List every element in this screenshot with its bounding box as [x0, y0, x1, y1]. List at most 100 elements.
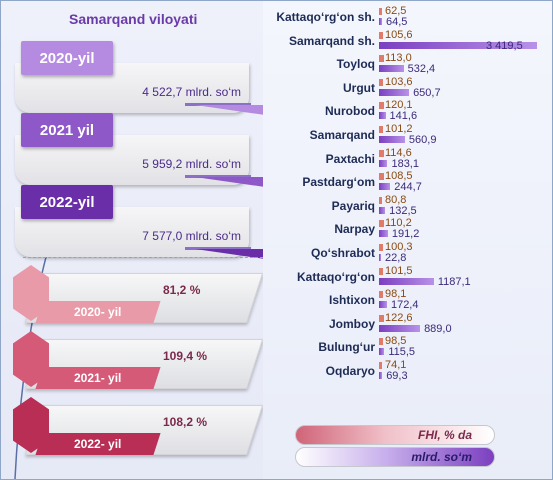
category-label: Ishtixon — [328, 293, 375, 308]
legend-fhi-label: FHI, % da — [417, 428, 472, 442]
growth-year: 2021- yil — [74, 371, 122, 385]
fhi-value-label: 98,1 — [385, 288, 407, 301]
growth-card-2020: 2020- yil 81,2 % — [13, 263, 264, 333]
year-tag: 2022-yil — [21, 185, 113, 219]
fhi-bar — [379, 102, 384, 110]
mlrd-bar — [379, 206, 386, 214]
fhi-value-label: 98,5 — [385, 335, 407, 348]
growth-card-2022: 2022- yil 108,2 % — [13, 395, 264, 465]
fhi-bar — [379, 196, 383, 204]
fhi-value-label: 122,6 — [385, 311, 413, 324]
fhi-value-label: 113,0 — [385, 52, 412, 65]
fhi-value-label: 108,5 — [385, 170, 413, 183]
category-label: Oqdaryo — [325, 364, 375, 378]
legend-mlrd-label: mlrd. so‘m — [411, 450, 472, 464]
category-label: Kattaqo‘rg‘on sh. — [276, 10, 375, 24]
year-tag: 2020-yil — [21, 41, 113, 75]
category-label: Payariq — [331, 198, 375, 213]
fhi-bar — [379, 31, 384, 39]
mlrd-value-label: 172,4 — [390, 299, 419, 312]
year-value: 5 959,2 mlrd. so‘m — [142, 157, 241, 171]
mlrd-bar — [379, 41, 537, 49]
mlrd-value-label: 560,9 — [408, 134, 437, 146]
fhi-bar — [379, 78, 384, 86]
category-label: Pastdarg‘om — [302, 175, 375, 190]
fhi-bar — [379, 126, 384, 133]
fhi-bar — [379, 338, 384, 346]
year-value: 4 522,7 mlrd. so‘m — [142, 85, 241, 99]
category-label: Urgut — [343, 80, 375, 95]
page-title: Samarqand viloyati — [69, 11, 198, 27]
divider — [23, 257, 263, 258]
growth-card-2021: 2021- yil 109,4 % — [13, 329, 264, 399]
mlrd-bar — [379, 254, 381, 261]
mlrd-bar — [379, 159, 388, 167]
legend-mlrd: mlrd. so‘m — [295, 447, 495, 467]
fhi-value-label: 110,2 — [385, 217, 412, 230]
category-label: Toyloq — [336, 57, 375, 72]
mlrd-bar — [379, 301, 387, 309]
category-label: Narpay — [334, 222, 375, 237]
mlrd-value-label: 244,7 — [394, 181, 422, 194]
mlrd-value-label: 64,5 — [385, 16, 408, 28]
mlrd-value-label: 22,8 — [385, 252, 407, 264]
fhi-value-label: 74,1 — [385, 359, 407, 371]
year-card-2021: 2021 yil 5 959,2 mlrd. so‘m — [15, 113, 265, 189]
fhi-value-label: 80,8 — [385, 193, 407, 206]
growth-percent: 109,4 % — [163, 349, 208, 363]
growth-percent: 81,2 % — [163, 283, 201, 297]
fhi-bar — [379, 267, 384, 275]
fhi-value-label: 62,5 — [385, 5, 407, 17]
mlrd-bar — [379, 136, 405, 143]
category-label: Jomboy — [328, 316, 375, 331]
mlrd-value-label: 532,4 — [407, 63, 436, 76]
fhi-bar — [379, 55, 384, 63]
mlrd-value-label: 132,5 — [389, 204, 417, 217]
mlrd-bar — [379, 112, 386, 120]
left-panel: Samarqand viloyati 2020-yil 4 522,7 mlrd… — [1, 1, 265, 479]
mlrd-value-label: 3 419,5 — [486, 39, 523, 52]
mlrd-bar — [379, 348, 385, 356]
mlrd-bar — [379, 324, 421, 332]
fhi-bar — [379, 362, 383, 369]
mlrd-value-label: 141,6 — [389, 110, 418, 123]
mlrd-value-label: 1187,1 — [437, 275, 471, 288]
mlrd-bar — [379, 277, 434, 285]
category-label: Paxtachi — [325, 151, 375, 166]
fhi-bar — [379, 244, 384, 251]
mlrd-bar — [379, 230, 388, 238]
fhi-bar — [379, 220, 384, 228]
year-card-2020: 2020-yil 4 522,7 mlrd. so‘m — [15, 41, 265, 117]
category-label: Samarqand — [309, 128, 375, 142]
mlrd-value-label: 69,3 — [386, 370, 408, 382]
mlrd-value-label: 115,5 — [388, 346, 416, 359]
fhi-bar — [379, 149, 384, 157]
fhi-value-label: 100,3 — [385, 241, 413, 253]
mlrd-bar — [379, 183, 391, 191]
category-label: Kattaqo‘rg‘on — [297, 269, 375, 284]
mlrd-bar — [379, 372, 383, 379]
growth-year: 2020- yil — [74, 305, 122, 319]
fhi-value-label: 103,6 — [385, 75, 413, 88]
fhi-bar — [379, 291, 384, 299]
fhi-bar — [379, 314, 385, 322]
mlrd-bar — [379, 65, 404, 73]
category-label: Nurobod — [325, 104, 375, 119]
fhi-bar — [379, 8, 382, 15]
mlrd-bar — [379, 18, 382, 25]
year-tag: 2021 yil — [21, 113, 113, 147]
year-value: 7 577,0 mlrd. so‘m — [142, 229, 241, 243]
mlrd-bar — [379, 88, 410, 96]
mlrd-value-label: 183,1 — [391, 157, 419, 170]
category-label: Bulung‘ur — [318, 340, 375, 355]
category-label: Samarqand sh. — [288, 33, 375, 48]
mlrd-value-label: 191,2 — [391, 228, 420, 241]
legend-fhi: FHI, % da — [295, 425, 495, 445]
growth-percent: 108,2 % — [163, 415, 208, 429]
mlrd-value-label: 889,0 — [424, 322, 452, 335]
fhi-value-label: 101,5 — [385, 264, 413, 277]
fhi-value-label: 120,1 — [385, 99, 413, 112]
district-chart — [263, 1, 552, 479]
category-label: Qo‘shrabot — [310, 246, 375, 260]
